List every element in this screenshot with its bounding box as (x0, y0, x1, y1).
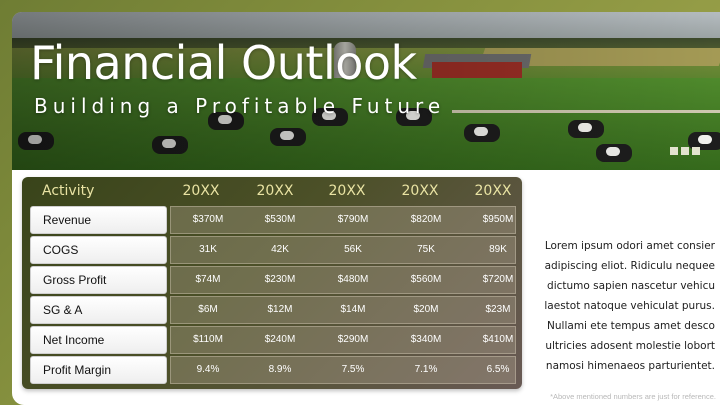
table-cell: 75K (417, 244, 435, 255)
table-cell: $530M (264, 214, 296, 225)
table-row: Gross Profit $74M $230M $480M $560M $720… (30, 266, 516, 294)
table-row: COGS 31K 42K 56K 75K 89K (30, 236, 516, 264)
table-cell: $410M (482, 334, 514, 345)
table-header-row: Activity 20XX 20XX 20XX 20XX 20XX (22, 177, 522, 207)
table-cell: $6M (198, 304, 218, 315)
cow-image (568, 120, 604, 138)
table-row: Profit Margin 9.4% 8.9% 7.5% 7.1% 6.5% (30, 356, 516, 384)
table-cell: $230M (264, 274, 296, 285)
page-subtitle: Building a Profitable Future (34, 94, 446, 118)
row-label: Net Income (30, 326, 167, 354)
row-values: $370M $530M $790M $820M $950M (170, 206, 516, 234)
table-cell: 89K (489, 244, 507, 255)
row-label: Profit Margin (30, 356, 167, 384)
row-values: $110M $240M $290M $340M $410M (170, 326, 516, 354)
table-cell: $20M (413, 304, 439, 315)
table-cell: $820M (410, 214, 442, 225)
table-cell: $110M (193, 334, 223, 345)
table-header-year: 20XX (401, 183, 439, 199)
hero-treeline (12, 38, 720, 50)
table-header-year: 20XX (256, 183, 294, 199)
row-label: Revenue (30, 206, 167, 234)
table-cell: $240M (264, 334, 296, 345)
table-cell: $950M (482, 214, 514, 225)
description-paragraph: Lorem ipsum odori amet consier adipiscin… (544, 240, 715, 372)
table-cell: $23M (485, 304, 511, 315)
row-values: $74M $230M $480M $560M $720M (170, 266, 516, 294)
row-values: 31K 42K 56K 75K 89K (170, 236, 516, 264)
hero-sky (12, 12, 720, 42)
table-cell: 42K (271, 244, 289, 255)
hero-banner (12, 12, 720, 170)
table-cell: 6.5% (486, 364, 510, 375)
table-cell: 56K (344, 244, 362, 255)
table-cell: $14M (340, 304, 366, 315)
table-row: SG & A $6M $12M $14M $20M $23M (30, 296, 516, 324)
cow-image (208, 112, 244, 130)
cow-image (18, 132, 54, 150)
hero-shade (12, 12, 720, 170)
table-cell: $790M (337, 214, 369, 225)
cow-image (596, 144, 632, 162)
table-cell: $12M (267, 304, 293, 315)
table-header-year: 20XX (328, 183, 366, 199)
table-cell: $560M (410, 274, 442, 285)
row-label: Gross Profit (30, 266, 167, 294)
table-row: Revenue $370M $530M $790M $820M $950M (30, 206, 516, 234)
table-cell: $720M (482, 274, 514, 285)
cow-image (270, 128, 306, 146)
table-cell: 7.5% (341, 364, 365, 375)
table-cell: $340M (410, 334, 442, 345)
cow-image (312, 108, 348, 126)
table-cell: $290M (337, 334, 369, 345)
table-cell: 8.9% (268, 364, 292, 375)
table-header-year: 20XX (182, 183, 220, 199)
table-cell: $74M (195, 274, 221, 285)
financial-table: Activity 20XX 20XX 20XX 20XX 20XX Revenu… (22, 177, 522, 389)
page-title: Financial Outlook (30, 36, 417, 90)
table-cell: 9.4% (196, 364, 220, 375)
slide-dot[interactable] (681, 147, 689, 155)
table-header-year: 20XX (474, 183, 512, 199)
table-cell: $370M (192, 214, 224, 225)
row-label: SG & A (30, 296, 167, 324)
row-values: $6M $12M $14M $20M $23M (170, 296, 516, 324)
row-values: 9.4% 8.9% 7.5% 7.1% 6.5% (170, 356, 516, 384)
table-cell: 31K (199, 244, 217, 255)
hero-fence (452, 110, 720, 113)
table-cell: 7.1% (414, 364, 438, 375)
cow-image (688, 132, 720, 150)
table-cell: $480M (337, 274, 369, 285)
table-header-activity: Activity (42, 183, 95, 199)
table-row: Net Income $110M $240M $290M $340M $410M (30, 326, 516, 354)
cow-image (396, 108, 432, 126)
slide-dot[interactable] (670, 147, 678, 155)
slide-dot[interactable] (692, 147, 700, 155)
row-label: COGS (30, 236, 167, 264)
cow-image (152, 136, 188, 154)
cow-image (464, 124, 500, 142)
footnote: *Above mentioned numbers are just for re… (550, 392, 716, 401)
slide-indicator (670, 147, 700, 155)
